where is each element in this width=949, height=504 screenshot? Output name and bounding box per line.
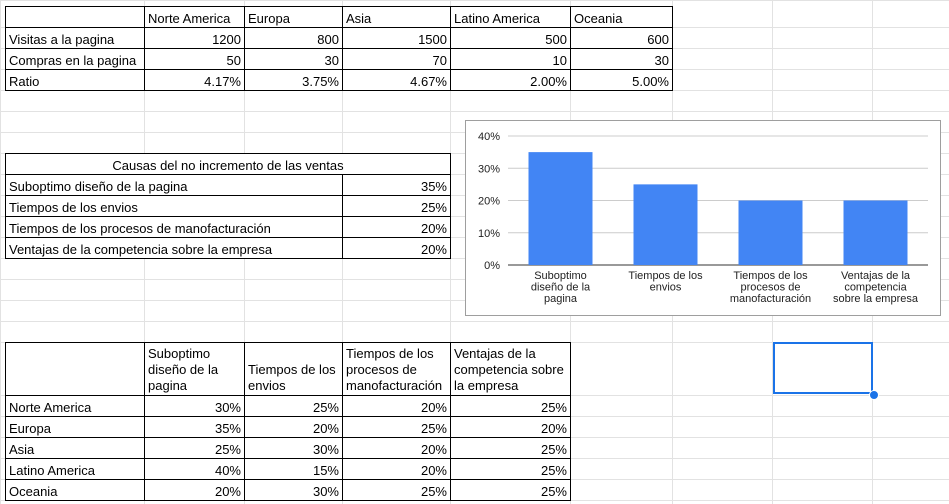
x-tick-label: pagina [544, 293, 578, 305]
x-tick-label: manofacturación [730, 293, 811, 305]
table1-value-cell[interactable]: 800 [244, 27, 343, 49]
y-tick-label: 0% [484, 260, 500, 272]
table3-row-label[interactable]: Latino America [5, 458, 145, 480]
table3-row-label[interactable]: Norte America [5, 395, 145, 417]
table1-column-header[interactable]: Latino America [450, 6, 571, 28]
table3-value-cell[interactable]: 25% [144, 437, 245, 459]
table1-column-header[interactable]: Norte America [144, 6, 245, 28]
fill-handle[interactable] [869, 390, 879, 400]
x-tick-label: diseño de la [531, 282, 591, 294]
table3-value-cell[interactable]: 25% [342, 479, 451, 501]
table3-value-cell[interactable]: 30% [244, 479, 343, 501]
table2-cause-value[interactable]: 20% [342, 237, 451, 259]
y-tick-label: 40% [478, 131, 500, 143]
table3-value-cell[interactable]: 20% [342, 395, 451, 417]
table1-row-label[interactable]: Compras en la pagina [5, 48, 145, 70]
table1-value-cell[interactable]: 5.00% [570, 69, 673, 91]
table3-value-cell[interactable]: 20% [342, 458, 451, 480]
table2-cause-label[interactable]: Ventajas de la competencia sobre la empr… [5, 237, 343, 259]
table1-value-cell[interactable]: 1200 [144, 27, 245, 49]
y-tick-label: 20% [478, 196, 500, 208]
table1-value-cell[interactable]: 10 [450, 48, 571, 70]
bar[interactable] [738, 200, 803, 266]
table3-value-cell[interactable]: 20% [144, 479, 245, 501]
table3-value-cell[interactable]: 35% [144, 416, 245, 438]
y-tick-label: 30% [478, 163, 500, 175]
table1-value-cell[interactable]: 50 [144, 48, 245, 70]
x-tick-label: Tiempos de los [628, 270, 703, 282]
bar[interactable] [633, 184, 698, 265]
x-tick-label: Tiempos de los [733, 270, 808, 282]
table3-value-cell[interactable]: 25% [450, 479, 571, 501]
table1-column-header[interactable]: Europa [244, 6, 343, 28]
table3-row-label[interactable]: Asia [5, 437, 145, 459]
causes-bar-chart[interactable]: 0% 10% 20% 30% 40% Suboptimo diseño de la pagin… [465, 120, 941, 316]
table2-cause-value[interactable]: 20% [342, 216, 451, 238]
table1-corner-cell[interactable] [5, 6, 145, 28]
table3-value-cell[interactable]: 25% [244, 395, 343, 417]
table3-row-label[interactable]: Oceania [5, 479, 145, 501]
table1-value-cell[interactable]: 30 [570, 48, 673, 70]
table3-corner-cell[interactable] [5, 342, 145, 396]
table3-value-cell[interactable]: 20% [450, 416, 571, 438]
table1-column-header[interactable]: Oceania [570, 6, 673, 28]
table2-cause-value[interactable]: 25% [342, 195, 451, 217]
table1-row-label[interactable]: Visitas a la pagina [5, 27, 145, 49]
table1-value-cell[interactable]: 2.00% [450, 69, 571, 91]
table3-value-cell[interactable]: 40% [144, 458, 245, 480]
x-tick-label: envios [650, 282, 682, 294]
x-tick-label: competencia [844, 282, 907, 294]
table1-value-cell[interactable]: 70 [342, 48, 451, 70]
table3-row-label[interactable]: Europa [5, 416, 145, 438]
table3-value-cell[interactable]: 30% [144, 395, 245, 417]
table2-cause-label[interactable]: Suboptimo diseño de la pagina [5, 174, 343, 196]
bar[interactable] [843, 200, 908, 266]
bar[interactable] [528, 152, 593, 265]
selected-cell[interactable] [773, 342, 873, 394]
table1-value-cell[interactable]: 1500 [342, 27, 451, 49]
table2-cause-label[interactable]: Tiempos de los envios [5, 195, 343, 217]
table2-cause-label[interactable]: Tiempos de los procesos de manofacturaci… [5, 216, 343, 238]
table3-value-cell[interactable]: 25% [450, 395, 571, 417]
table2-header[interactable]: Causas del no incremento de las ventas [5, 153, 451, 175]
table3-value-cell[interactable]: 15% [244, 458, 343, 480]
table1-column-header[interactable]: Asia [342, 6, 451, 28]
table3-column-header[interactable]: Ventajas de la competencia sobre la empr… [450, 342, 571, 396]
table3-value-cell[interactable]: 25% [450, 437, 571, 459]
table3-value-cell[interactable]: 25% [342, 416, 451, 438]
table3-column-header[interactable]: Tiempos de los envios [244, 342, 343, 396]
table3-value-cell[interactable]: 30% [244, 437, 343, 459]
table1-value-cell[interactable]: 4.17% [144, 69, 245, 91]
table1-value-cell[interactable]: 3.75% [244, 69, 343, 91]
table3-column-header[interactable]: Tiempos de los procesos de manofacturaci… [342, 342, 451, 396]
x-tick-label: procesos de [741, 282, 801, 294]
table1-value-cell[interactable]: 30 [244, 48, 343, 70]
table3-value-cell[interactable]: 20% [342, 437, 451, 459]
table3-column-header[interactable]: Suboptimo diseño de la pagina [144, 342, 245, 396]
y-tick-label: 10% [478, 228, 500, 240]
table1-value-cell[interactable]: 500 [450, 27, 571, 49]
table3-value-cell[interactable]: 20% [244, 416, 343, 438]
table2-cause-value[interactable]: 35% [342, 174, 451, 196]
table1-row-label[interactable]: Ratio [5, 69, 145, 91]
x-tick-label: Suboptimo [534, 270, 587, 282]
table3-value-cell[interactable]: 25% [450, 458, 571, 480]
x-tick-label: sobre la empresa [833, 293, 919, 305]
table1-value-cell[interactable]: 4.67% [342, 69, 451, 91]
table1-value-cell[interactable]: 600 [570, 27, 673, 49]
x-tick-label: Ventajas de la [841, 270, 911, 282]
